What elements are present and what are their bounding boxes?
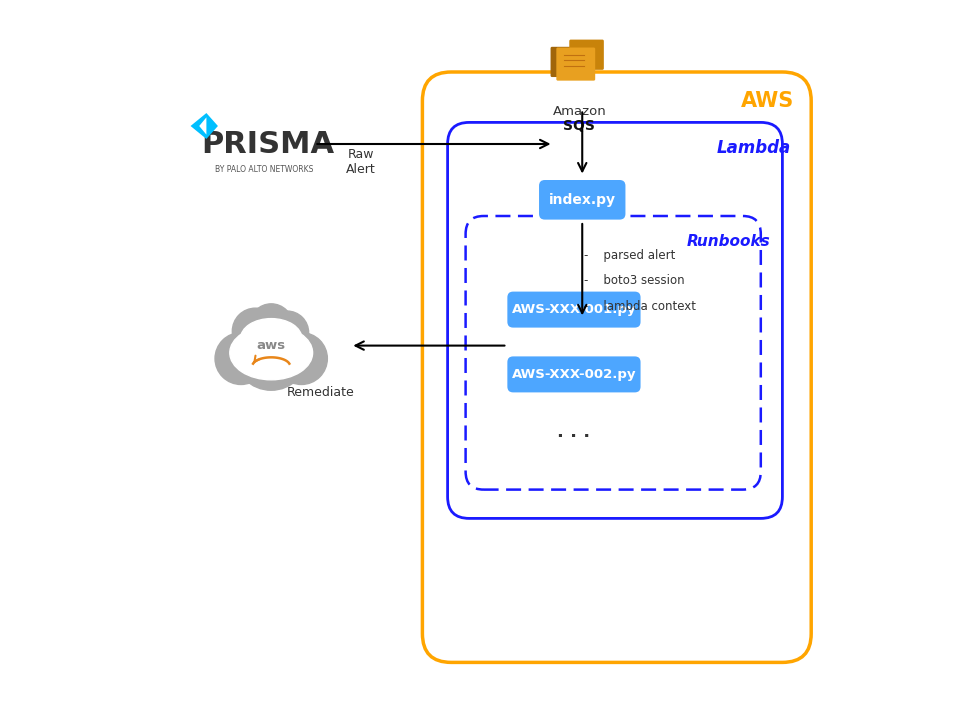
Text: Raw
Alert: Raw Alert (347, 148, 376, 176)
FancyBboxPatch shape (507, 356, 640, 392)
Text: Amazon: Amazon (553, 105, 606, 118)
Circle shape (266, 311, 309, 354)
Text: BY PALO ALTO NETWORKS: BY PALO ALTO NETWORKS (215, 165, 313, 174)
Circle shape (250, 304, 293, 347)
Text: -    parsed alert: - parsed alert (585, 249, 676, 262)
Text: aws: aws (256, 339, 286, 352)
Circle shape (232, 308, 278, 354)
Text: Lambda: Lambda (716, 138, 791, 157)
Text: AWS-XXX-002.py: AWS-XXX-002.py (512, 368, 636, 381)
Ellipse shape (241, 318, 301, 359)
Text: SQS: SQS (564, 119, 595, 133)
Circle shape (234, 315, 309, 390)
FancyBboxPatch shape (569, 40, 604, 70)
Ellipse shape (229, 326, 313, 380)
FancyBboxPatch shape (507, 292, 640, 328)
Circle shape (215, 333, 267, 384)
FancyBboxPatch shape (556, 48, 595, 81)
Text: -    boto3 session: - boto3 session (585, 274, 685, 287)
FancyBboxPatch shape (550, 47, 586, 77)
Text: AWS-XXX-001.py: AWS-XXX-001.py (512, 303, 636, 316)
Text: . . .: . . . (557, 423, 590, 441)
Polygon shape (200, 117, 206, 135)
Text: -    lambda context: - lambda context (585, 300, 696, 312)
Text: PRISMA: PRISMA (201, 130, 334, 158)
Text: Remediate: Remediate (286, 386, 354, 399)
Polygon shape (191, 113, 218, 139)
FancyBboxPatch shape (540, 180, 626, 220)
Text: Runbooks: Runbooks (686, 234, 770, 248)
Text: AWS: AWS (741, 91, 795, 111)
Text: index.py: index.py (549, 193, 615, 207)
Circle shape (276, 333, 327, 384)
